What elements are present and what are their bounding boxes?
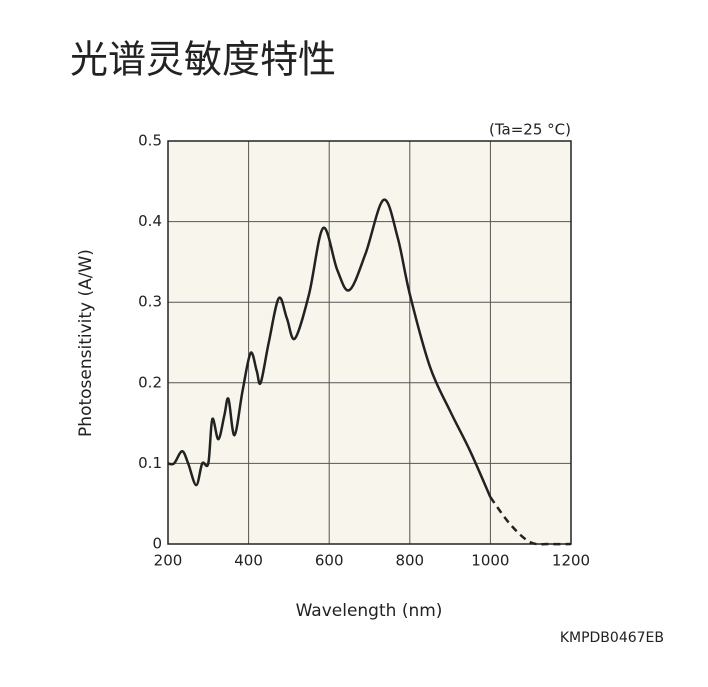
y-tick-label: 0.2 bbox=[138, 373, 162, 391]
y-axis-label: Photosensitivity (A/W) bbox=[76, 249, 96, 437]
plot-frame bbox=[167, 140, 572, 545]
x-tick-label: 200 bbox=[154, 552, 183, 570]
y-tick-label: 0.5 bbox=[138, 132, 162, 150]
annotation: (Ta=25 °C) bbox=[489, 121, 571, 139]
data-line bbox=[167, 198, 492, 498]
y-tick-label: 0.4 bbox=[138, 212, 162, 230]
figure-code: KMPDB0467EB bbox=[560, 630, 664, 646]
x-axis-label: Wavelength (nm) bbox=[296, 601, 443, 621]
y-tick-label: 0.3 bbox=[138, 293, 162, 311]
x-tick-label: 800 bbox=[395, 552, 424, 570]
x-tick-label: 600 bbox=[315, 552, 344, 570]
data-line bbox=[489, 496, 572, 546]
y-tick-label: 0.1 bbox=[138, 454, 162, 472]
page-title: 光谱灵敏度特性 bbox=[70, 38, 336, 82]
y-tick-label: 0 bbox=[152, 535, 162, 553]
plot-area bbox=[168, 141, 571, 544]
x-tick-label: 1200 bbox=[552, 552, 590, 570]
x-tick-label: 1000 bbox=[471, 552, 509, 570]
x-tick-label: 400 bbox=[234, 552, 263, 570]
